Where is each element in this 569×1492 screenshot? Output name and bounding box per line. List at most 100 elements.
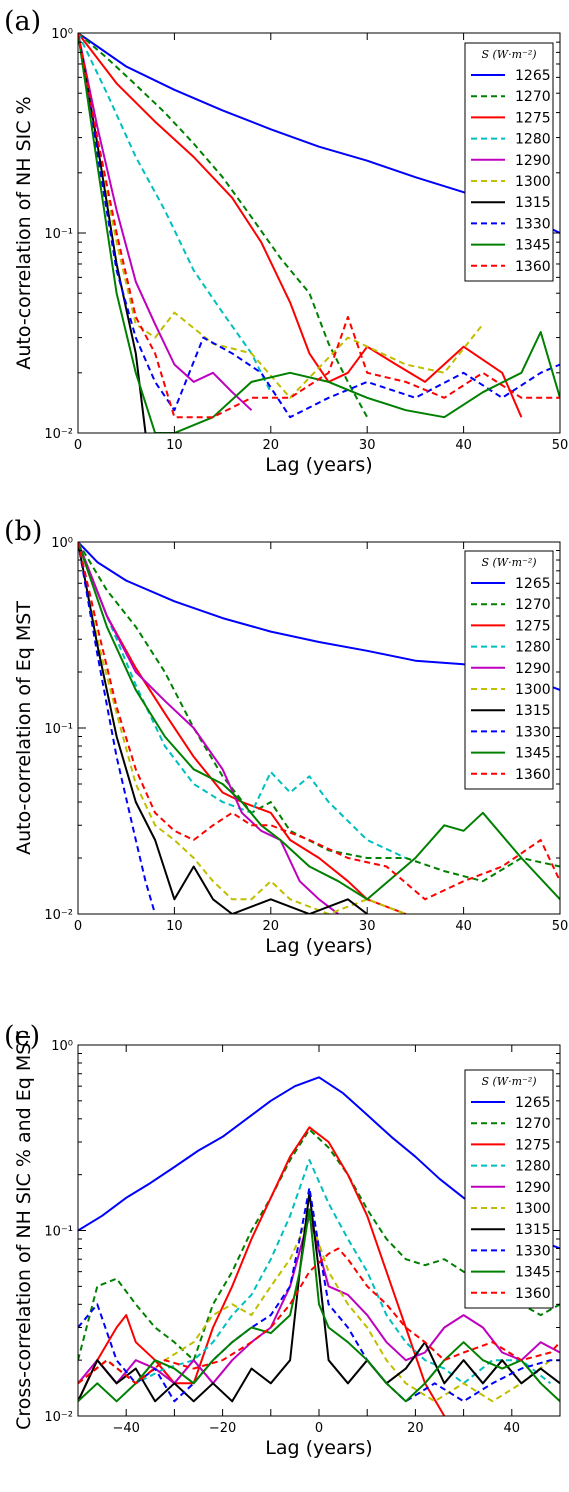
- legend-label: 1290: [515, 1180, 551, 1196]
- y-tick-label: 10⁰: [51, 1039, 73, 1054]
- series-line-1360: [78, 33, 560, 419]
- y-tick-label: 10⁻¹: [44, 722, 73, 737]
- legend-label: 1360: [515, 767, 551, 783]
- series-line-1270: [78, 33, 369, 418]
- legend-label: 1345: [515, 746, 551, 762]
- x-tick-label: 0: [74, 438, 82, 453]
- legend-label: 1360: [515, 1286, 551, 1302]
- x-tick-label: 20: [263, 438, 280, 453]
- series-line-1360: [78, 1247, 560, 1385]
- legend-label: 1315: [515, 195, 551, 211]
- panel-tag: (a): [4, 6, 41, 37]
- legend-label: 1280: [515, 640, 551, 656]
- panel-tag: (c): [4, 1021, 40, 1052]
- y-axis-label: Cross-correlation of NH SIC % and Eq MST: [13, 1031, 35, 1430]
- legend-title: S (W·m⁻²): [481, 48, 536, 61]
- series-line-1345: [78, 542, 560, 901]
- legend-label: 1330: [515, 216, 551, 232]
- series-line-1315: [78, 1191, 560, 1403]
- x-tick-label: −20: [209, 1421, 236, 1436]
- series-line-1275: [78, 1126, 446, 1416]
- series-line-1275: [78, 542, 407, 914]
- x-tick-label: 20: [263, 919, 280, 934]
- legend-label: 1270: [515, 597, 551, 613]
- y-axis-label: Auto-correlation of NH SIC %: [13, 96, 35, 369]
- series-group: [78, 33, 560, 433]
- x-axis-label: Lag (years): [265, 935, 372, 957]
- chart-panel-1: (a) 0 10 20 30 40 50 10⁰ 10⁻¹ 10⁻² Lag (years) Auto…: [4, 6, 568, 476]
- legend-label: 1280: [515, 132, 551, 148]
- series-line-1330: [78, 1186, 560, 1403]
- legend-box: [464, 1069, 554, 1309]
- y-tick-label: 10⁰: [51, 27, 73, 42]
- x-tick-label: 10: [166, 438, 183, 453]
- legend-label: 1315: [515, 1222, 551, 1238]
- legend-label: 1300: [515, 682, 551, 698]
- series-line-1300: [78, 1214, 552, 1403]
- legend: S (W·m⁻²) 1265 1270 1275 1280 1290 1300 1315 133…: [464, 1069, 554, 1309]
- series-line-1315: [78, 542, 368, 914]
- x-tick-label: 20: [407, 1421, 424, 1436]
- legend-title: S (W·m⁻²): [481, 556, 536, 569]
- y-tick-label: 10⁰: [51, 536, 73, 551]
- y-tick-label: 10⁻²: [44, 1410, 73, 1425]
- legend-label: 1315: [515, 703, 551, 719]
- legend-label: 1265: [515, 68, 551, 84]
- x-tick-label: 50: [552, 438, 569, 453]
- series-line-1270: [78, 542, 560, 883]
- legend-box: [464, 42, 554, 282]
- x-tick-label: 0: [315, 1421, 323, 1436]
- panel-tag: (b): [4, 516, 42, 547]
- x-axis-label: Lag (years): [265, 454, 372, 476]
- legend-label: 1275: [515, 110, 551, 126]
- legend-label: 1345: [515, 1265, 551, 1281]
- series-line-1280: [78, 33, 272, 393]
- legend-label: 1275: [515, 1137, 551, 1153]
- x-tick-label: 30: [359, 919, 376, 934]
- legend-box: [464, 550, 554, 790]
- y-tick-label: 10⁻¹: [44, 227, 73, 242]
- legend-label: 1330: [515, 1243, 551, 1259]
- legend-label: 1270: [515, 1116, 551, 1132]
- series-line-1280: [78, 1159, 552, 1385]
- legend-label: 1265: [515, 576, 551, 592]
- series-line-1360: [78, 542, 560, 901]
- legend-label: 1360: [515, 259, 551, 275]
- x-tick-label: 50: [552, 919, 569, 934]
- legend-label: 1275: [515, 618, 551, 634]
- series-line-1290: [78, 33, 253, 411]
- x-tick-label: 40: [455, 919, 472, 934]
- series-line-1345: [78, 1208, 560, 1403]
- x-tick-label: 10: [166, 919, 183, 934]
- legend-label: 1270: [515, 89, 551, 105]
- legend-label: 1300: [515, 174, 551, 190]
- series-line-1345: [78, 33, 560, 433]
- x-tick-label: 40: [455, 438, 472, 453]
- legend-label: 1300: [515, 1201, 551, 1217]
- series-line-1330: [78, 542, 157, 914]
- series-line-1300: [78, 542, 407, 914]
- chart-panel-3: (c) −40 −20 0 20 40 10⁰ 10⁻¹ 10⁻² Lag (years) Cros…: [4, 1021, 561, 1459]
- x-tick-label: −40: [112, 1421, 139, 1436]
- legend-label: 1280: [515, 1159, 551, 1175]
- y-axis-label: Auto-correlation of Eq MST: [13, 601, 35, 855]
- legend-label: 1290: [515, 661, 551, 677]
- x-tick-label: 30: [359, 438, 376, 453]
- x-axis-label: Lag (years): [265, 1437, 372, 1459]
- y-tick-label: 10⁻²: [44, 908, 73, 923]
- chart-panel-2: (b) 0 10 20 30 40 50 10⁰ 10⁻¹ 10⁻² Lag (years) Auto…: [4, 516, 568, 957]
- legend-label: 1330: [515, 724, 551, 740]
- legend: S (W·m⁻²) 1265 1270 1275 1280 1290 1300 1315 133…: [464, 550, 554, 790]
- legend-label: 1265: [515, 1095, 551, 1111]
- y-tick-label: 10⁻¹: [44, 1225, 73, 1240]
- series-group: [78, 1076, 560, 1416]
- legend: S (W·m⁻²) 1265 1270 1275 1280 1290 1300 1315 133…: [464, 42, 554, 282]
- x-tick-label: 0: [74, 919, 82, 934]
- y-tick-label: 10⁻²: [44, 427, 73, 442]
- x-tick-label: 40: [504, 1421, 521, 1436]
- legend-label: 1290: [515, 153, 551, 169]
- legend-title: S (W·m⁻²): [481, 1075, 536, 1088]
- legend-label: 1345: [515, 238, 551, 254]
- series-line-1290: [78, 542, 339, 914]
